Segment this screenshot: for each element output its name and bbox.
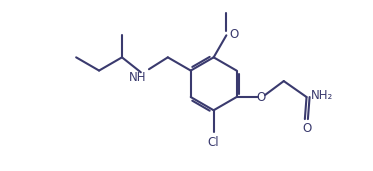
Text: Cl: Cl [208, 136, 219, 149]
Text: NH: NH [129, 71, 146, 84]
Text: O: O [256, 90, 266, 103]
Text: O: O [302, 122, 311, 135]
Text: NH₂: NH₂ [311, 89, 333, 102]
Text: O: O [229, 28, 239, 41]
